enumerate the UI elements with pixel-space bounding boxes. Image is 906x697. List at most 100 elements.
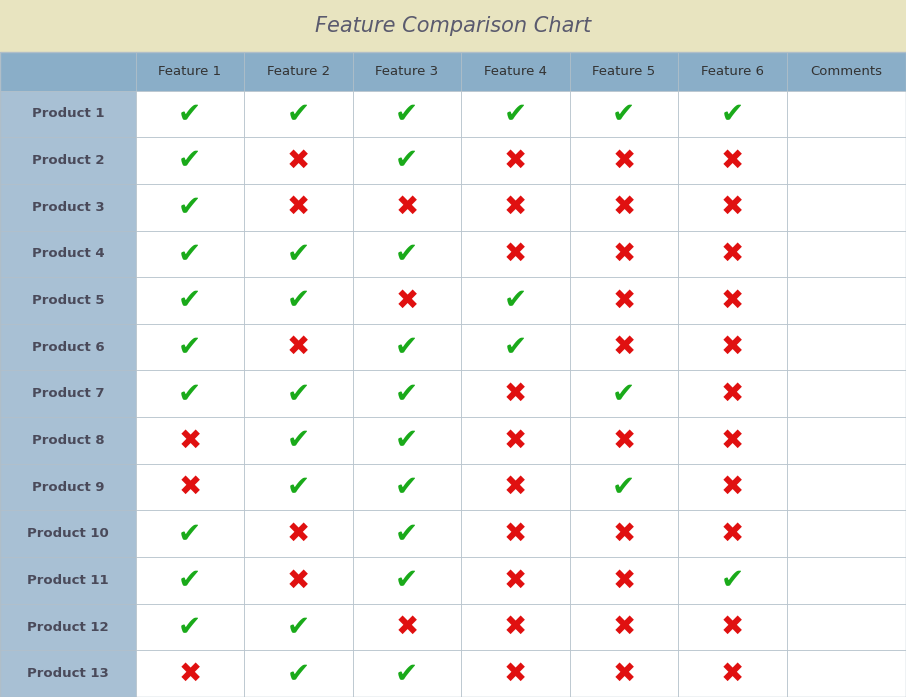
Text: Feature 3: Feature 3 — [375, 65, 439, 78]
Text: ✔: ✔ — [287, 380, 310, 408]
Bar — [244, 184, 352, 231]
Bar — [352, 417, 461, 464]
Text: ✔: ✔ — [395, 100, 419, 128]
Bar — [679, 464, 786, 510]
Bar — [570, 650, 679, 697]
Text: ✖: ✖ — [287, 520, 310, 548]
Text: ✔: ✔ — [395, 520, 419, 548]
Bar — [679, 324, 786, 371]
Text: Feature 5: Feature 5 — [593, 65, 655, 78]
Text: ✔: ✔ — [178, 286, 201, 314]
Bar — [352, 184, 461, 231]
Bar — [352, 277, 461, 324]
Bar — [136, 91, 244, 137]
Bar — [786, 137, 906, 184]
Text: ✔: ✔ — [178, 567, 201, 595]
Text: ✖: ✖ — [721, 473, 744, 501]
Bar — [352, 510, 461, 557]
Text: ✖: ✖ — [504, 240, 527, 268]
Text: ✖: ✖ — [721, 427, 744, 454]
Text: ✔: ✔ — [395, 427, 419, 454]
Bar — [570, 52, 679, 91]
Text: Product 3: Product 3 — [32, 201, 104, 214]
Bar — [786, 371, 906, 417]
Bar — [679, 371, 786, 417]
Bar — [786, 231, 906, 277]
Text: ✖: ✖ — [395, 286, 419, 314]
Bar — [0, 324, 136, 371]
Bar — [0, 137, 136, 184]
Text: Feature 4: Feature 4 — [484, 65, 547, 78]
Text: Product 10: Product 10 — [27, 527, 109, 540]
Text: Comments: Comments — [810, 65, 882, 78]
Text: ✖: ✖ — [612, 567, 635, 595]
Text: ✔: ✔ — [287, 659, 310, 688]
Bar — [570, 231, 679, 277]
Text: ✖: ✖ — [504, 193, 527, 221]
Bar — [352, 137, 461, 184]
Bar — [679, 604, 786, 650]
Text: ✖: ✖ — [721, 333, 744, 361]
Text: ✖: ✖ — [504, 659, 527, 688]
Text: ✔: ✔ — [721, 100, 744, 128]
Text: ✔: ✔ — [178, 100, 201, 128]
Bar — [786, 91, 906, 137]
Text: Product 1: Product 1 — [32, 107, 104, 121]
Text: ✔: ✔ — [612, 100, 635, 128]
Bar — [786, 510, 906, 557]
Bar — [136, 324, 244, 371]
Text: ✔: ✔ — [612, 380, 635, 408]
Text: ✖: ✖ — [287, 333, 310, 361]
Text: ✖: ✖ — [504, 567, 527, 595]
Text: Product 4: Product 4 — [32, 247, 104, 261]
Bar — [136, 184, 244, 231]
Bar — [0, 464, 136, 510]
Bar — [461, 604, 570, 650]
Text: Product 12: Product 12 — [27, 620, 109, 634]
Bar — [244, 324, 352, 371]
Bar — [461, 91, 570, 137]
Bar — [461, 417, 570, 464]
Bar — [570, 371, 679, 417]
Bar — [570, 417, 679, 464]
Text: ✔: ✔ — [287, 613, 310, 641]
Bar — [570, 464, 679, 510]
Bar — [679, 277, 786, 324]
Text: ✖: ✖ — [612, 427, 635, 454]
Text: ✔: ✔ — [178, 240, 201, 268]
Bar — [352, 604, 461, 650]
Bar — [786, 184, 906, 231]
Text: ✔: ✔ — [504, 286, 527, 314]
Text: ✔: ✔ — [612, 473, 635, 501]
Bar — [570, 91, 679, 137]
Bar — [786, 324, 906, 371]
Bar — [461, 277, 570, 324]
Text: ✖: ✖ — [721, 240, 744, 268]
Bar — [0, 371, 136, 417]
Text: ✖: ✖ — [395, 613, 419, 641]
Bar — [679, 417, 786, 464]
Text: ✖: ✖ — [612, 659, 635, 688]
Bar — [136, 557, 244, 604]
Bar — [679, 510, 786, 557]
Bar — [0, 604, 136, 650]
Text: ✔: ✔ — [287, 286, 310, 314]
Bar — [244, 464, 352, 510]
Bar — [0, 52, 136, 91]
Bar — [786, 417, 906, 464]
Text: ✔: ✔ — [287, 427, 310, 454]
Text: ✖: ✖ — [721, 146, 744, 174]
Text: Product 13: Product 13 — [27, 667, 109, 680]
Bar — [461, 557, 570, 604]
Text: ✔: ✔ — [395, 380, 419, 408]
Bar — [570, 184, 679, 231]
Bar — [352, 557, 461, 604]
Text: ✖: ✖ — [612, 286, 635, 314]
Text: ✖: ✖ — [178, 427, 201, 454]
Bar — [570, 510, 679, 557]
Bar — [244, 371, 352, 417]
Text: ✔: ✔ — [395, 240, 419, 268]
Text: ✖: ✖ — [287, 193, 310, 221]
Text: ✔: ✔ — [178, 380, 201, 408]
Bar — [244, 91, 352, 137]
